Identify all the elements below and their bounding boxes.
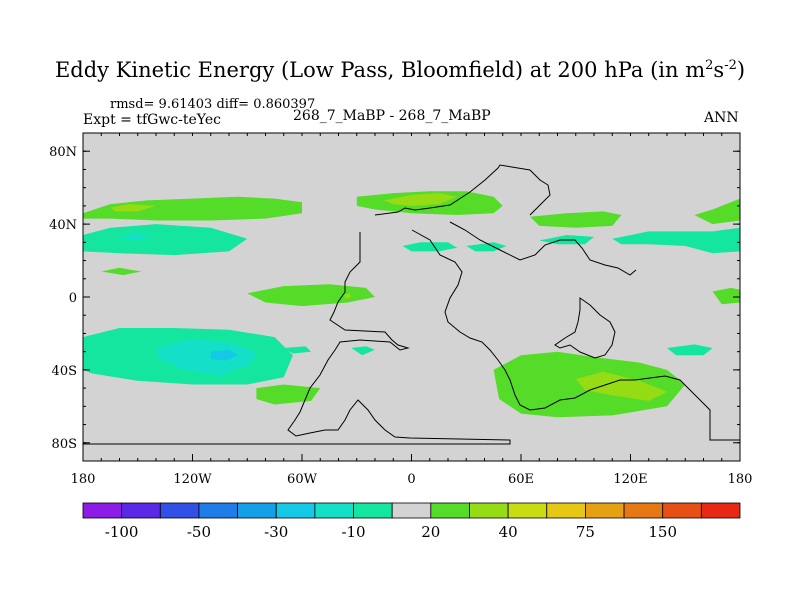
green-patch-east-asia (530, 211, 622, 228)
colorbar-box (585, 502, 625, 519)
cyan-band-north-pacific (83, 224, 248, 256)
center-label: 268_7_MaBP - 268_7_MaBP (293, 108, 491, 124)
y-tick-label: 40S (52, 364, 77, 379)
y-tick-label: 80N (49, 145, 77, 160)
colorbar-box (237, 502, 277, 519)
cyan-patch-west-asia (466, 242, 507, 252)
cyan-patch-south-east (667, 344, 713, 356)
green-patch-equator-west (101, 267, 142, 276)
colorbar-box (662, 502, 702, 519)
cyan-band-west-pacific (612, 227, 740, 254)
yellow-patch-north-atlantic (384, 193, 458, 206)
colorbar-label: 150 (648, 523, 677, 541)
x-tick-label: 180 (71, 472, 96, 487)
coastline-africa (411, 229, 740, 441)
season-label: ANN (704, 110, 739, 126)
x-tick-label: 60E (508, 472, 534, 487)
colorbar-box (507, 502, 548, 519)
colorbar-box (275, 502, 316, 519)
colorbar-box (430, 502, 470, 519)
expt-label: Expt = tfGwc-teYec (83, 112, 221, 128)
plot-background (83, 133, 740, 461)
colorbar-box (700, 502, 741, 519)
cyan-patch-south-america (351, 346, 375, 356)
colorbar-box (391, 502, 432, 519)
green-band-north-west-pacific (694, 198, 740, 225)
colorbar-box (121, 502, 161, 519)
yellow-patch-south-indian (575, 371, 667, 401)
chart-title: Eddy Kinetic Energy (Low Pass, Bloomfiel… (54, 58, 746, 82)
colorbar-box (314, 502, 354, 519)
y-tick-label: 80S (52, 437, 77, 452)
colorbar-label: -10 (341, 523, 365, 541)
blue-patch-south-pacific (156, 338, 257, 376)
colorbar-label: -100 (105, 523, 139, 541)
colorbar-box (469, 502, 509, 519)
green-band-north-pacific (83, 196, 302, 221)
yellow-dot-equator (344, 293, 352, 299)
colorbar-label: 20 (421, 523, 440, 541)
cyan-patch-south-west (283, 346, 312, 354)
colorbar-box (353, 502, 393, 519)
colorbar-label: 40 (499, 523, 518, 541)
yellow-patch-north-pacific (110, 204, 156, 212)
green-patch-equator (247, 284, 375, 307)
colorbar-label: -30 (264, 523, 288, 541)
colorbar-box (623, 502, 664, 519)
cyan-patch-north-atlantic (402, 242, 458, 252)
blue-core-south-pacific (210, 349, 239, 361)
stats-label: rmsd= 9.61403 diff= 0.860397 (110, 97, 316, 112)
coastline-asia (449, 221, 637, 276)
colorbar-box (198, 502, 238, 519)
colorbar-box (159, 502, 200, 519)
x-tick-label: 0 (407, 472, 415, 487)
y-tick-label: 40N (49, 218, 77, 233)
coastline-australia (554, 297, 616, 359)
y-tick-label: 0 (69, 291, 77, 306)
colorbar-box (82, 502, 123, 519)
colorbar-label: 75 (576, 523, 595, 541)
blue-patch-north-pacific (119, 233, 151, 241)
x-tick-label: 120E (613, 472, 647, 487)
coastline-americas (83, 232, 511, 445)
x-tick-label: 60W (287, 472, 318, 487)
colorbar-label: -50 (187, 523, 211, 541)
colorbar-box (546, 502, 586, 519)
x-tick-label: 180 (728, 472, 753, 487)
green-patch-equator-west-pacific (712, 287, 740, 305)
green-patch-south-atlantic (256, 384, 321, 405)
x-tick-label: 120W (173, 472, 212, 487)
coastline-north (374, 164, 551, 216)
